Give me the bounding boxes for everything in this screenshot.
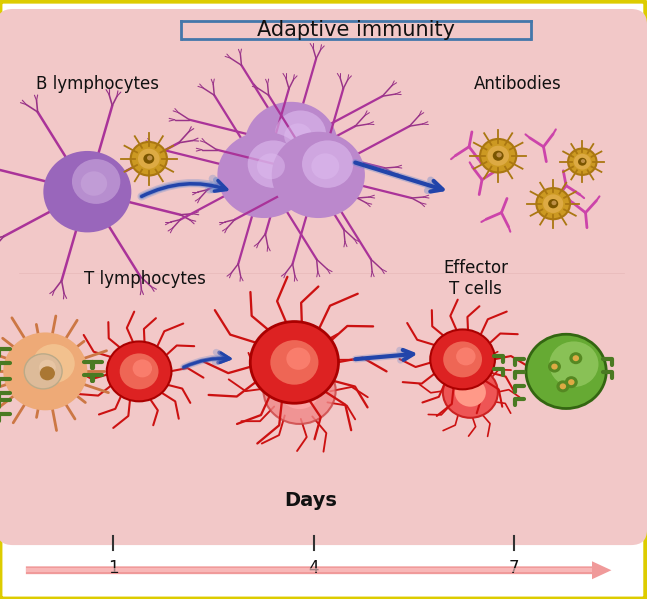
Circle shape <box>578 158 587 166</box>
Circle shape <box>3 332 87 410</box>
Circle shape <box>568 379 575 385</box>
Circle shape <box>487 146 509 166</box>
Circle shape <box>536 188 570 219</box>
Circle shape <box>43 151 131 232</box>
Text: T lymphocytes: T lymphocytes <box>84 270 206 288</box>
Circle shape <box>257 153 285 179</box>
Circle shape <box>569 352 582 364</box>
Circle shape <box>147 155 153 161</box>
Text: 1: 1 <box>108 559 118 577</box>
Circle shape <box>133 359 152 377</box>
Circle shape <box>548 361 561 373</box>
Circle shape <box>107 341 171 401</box>
Circle shape <box>568 149 597 175</box>
Circle shape <box>138 149 160 169</box>
Circle shape <box>302 140 353 188</box>
Circle shape <box>573 355 579 361</box>
Text: Days: Days <box>284 491 337 510</box>
Circle shape <box>120 353 159 389</box>
Text: Effector
T cells: Effector T cells <box>443 259 508 298</box>
Circle shape <box>543 194 564 213</box>
Circle shape <box>40 367 55 380</box>
Circle shape <box>280 372 320 409</box>
FancyArrow shape <box>26 561 611 579</box>
Circle shape <box>581 159 585 163</box>
FancyArrowPatch shape <box>142 180 225 196</box>
Circle shape <box>560 383 566 389</box>
Circle shape <box>565 376 578 388</box>
Circle shape <box>496 152 502 158</box>
Circle shape <box>456 347 476 365</box>
Text: Adaptive immunity: Adaptive immunity <box>39 78 197 96</box>
Circle shape <box>574 154 591 170</box>
FancyArrowPatch shape <box>355 162 439 190</box>
FancyArrowPatch shape <box>355 350 410 360</box>
Circle shape <box>144 154 154 164</box>
Circle shape <box>250 322 338 403</box>
Circle shape <box>556 380 569 392</box>
Circle shape <box>72 159 120 204</box>
Circle shape <box>526 334 606 409</box>
Circle shape <box>5 334 85 409</box>
FancyArrowPatch shape <box>184 352 226 367</box>
Circle shape <box>480 139 516 173</box>
Circle shape <box>430 329 495 389</box>
Circle shape <box>443 341 482 377</box>
Circle shape <box>245 102 338 188</box>
Text: 4: 4 <box>309 559 319 577</box>
Circle shape <box>493 151 503 161</box>
Circle shape <box>272 132 365 218</box>
Circle shape <box>284 123 312 149</box>
Text: 7: 7 <box>509 559 520 577</box>
Circle shape <box>24 354 62 389</box>
Circle shape <box>549 341 598 387</box>
FancyArrowPatch shape <box>355 162 443 192</box>
Circle shape <box>551 201 556 205</box>
FancyArrowPatch shape <box>355 350 413 360</box>
FancyArrowPatch shape <box>142 179 221 196</box>
Text: Adaptive immunity: Adaptive immunity <box>257 20 455 40</box>
FancyArrowPatch shape <box>184 353 230 367</box>
Circle shape <box>548 199 558 208</box>
Circle shape <box>248 140 299 188</box>
Circle shape <box>39 359 56 375</box>
FancyArrowPatch shape <box>142 181 226 196</box>
FancyBboxPatch shape <box>0 9 647 545</box>
FancyArrowPatch shape <box>184 353 229 367</box>
Text: B lymphocytes: B lymphocytes <box>36 75 159 93</box>
Circle shape <box>32 344 74 383</box>
FancyArrow shape <box>26 568 592 573</box>
Circle shape <box>287 347 311 370</box>
Circle shape <box>551 364 558 370</box>
Circle shape <box>270 340 318 385</box>
Circle shape <box>275 110 326 158</box>
Circle shape <box>263 357 336 424</box>
Text: Antibodies: Antibodies <box>474 75 562 93</box>
Circle shape <box>81 171 107 196</box>
Circle shape <box>131 142 167 176</box>
Circle shape <box>443 367 498 418</box>
Circle shape <box>455 378 486 407</box>
Circle shape <box>311 153 339 179</box>
Circle shape <box>217 132 311 218</box>
